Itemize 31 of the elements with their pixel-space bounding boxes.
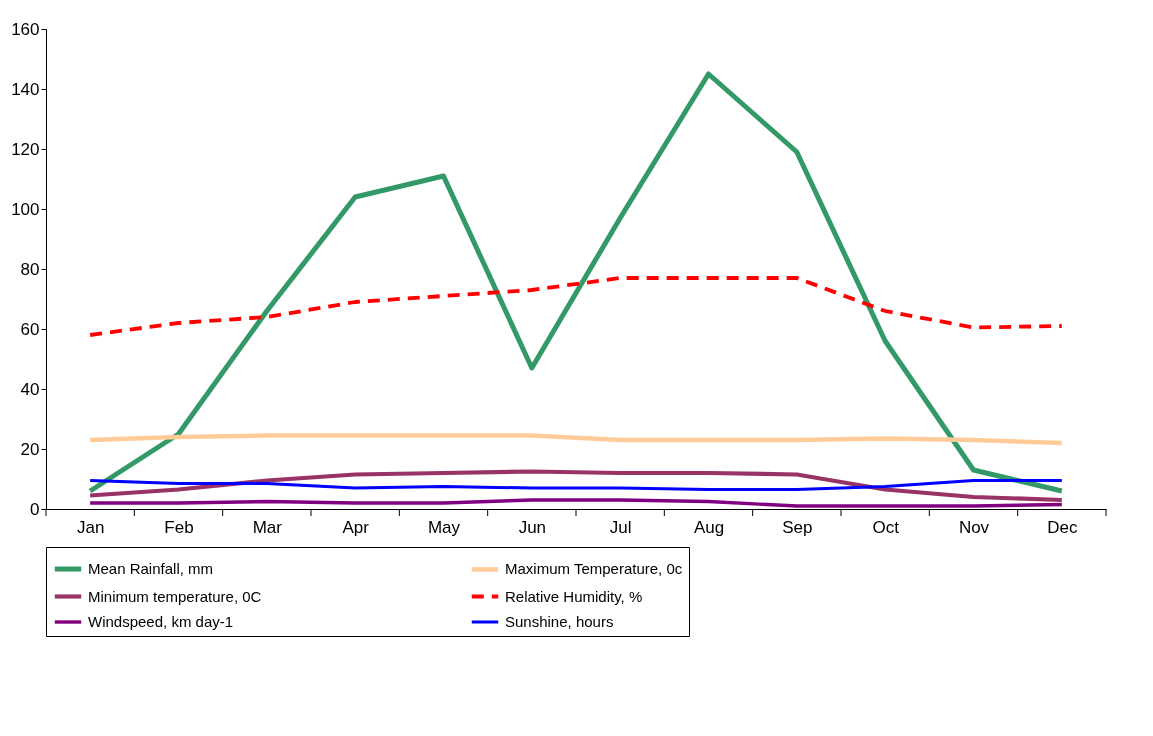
y-tick-label: 140 — [11, 79, 40, 99]
line-series — [88, 479, 1064, 491]
x-tick-label: Feb — [164, 517, 194, 537]
x-tick-label: Mar — [252, 517, 283, 537]
legend-label: Minimum temperature, 0C — [88, 587, 262, 605]
x-tick-label: May — [427, 517, 461, 537]
y-tick-label: 160 — [11, 19, 40, 39]
y-tick-label: 60 — [20, 319, 40, 339]
y-tick-label: 120 — [11, 139, 40, 159]
x-tick-label: Jan — [76, 517, 105, 537]
x-tick-label: Jul — [609, 517, 632, 537]
x-tick-label: Nov — [958, 517, 990, 537]
y-tick-label: 80 — [20, 259, 40, 279]
legend-label: Maximum Temperature, 0c — [505, 560, 683, 578]
legend-label: Mean Rainfall, mm — [88, 560, 214, 577]
line-series — [88, 469, 1064, 503]
y-tick-label: 0 — [30, 499, 40, 519]
legend-label: Windspeed, km day-1 — [88, 613, 234, 630]
y-tick-label: 40 — [20, 379, 40, 399]
y-tick-label: 20 — [20, 439, 40, 459]
x-tick-label: Jun — [518, 517, 547, 537]
y-tick-label: 100 — [11, 199, 40, 219]
line-series — [88, 276, 1064, 337]
line-series — [87, 433, 1065, 446]
x-tick-label: Apr — [342, 517, 370, 537]
legend-label: Relative Humidity, % — [505, 587, 643, 605]
x-tick-label: Dec — [1047, 517, 1078, 537]
x-tick-label: Sep — [782, 517, 813, 537]
x-tick-label: Aug — [693, 517, 725, 537]
legend-label: Sunshine, hours — [505, 613, 614, 630]
x-tick-label: Oct — [872, 517, 900, 537]
